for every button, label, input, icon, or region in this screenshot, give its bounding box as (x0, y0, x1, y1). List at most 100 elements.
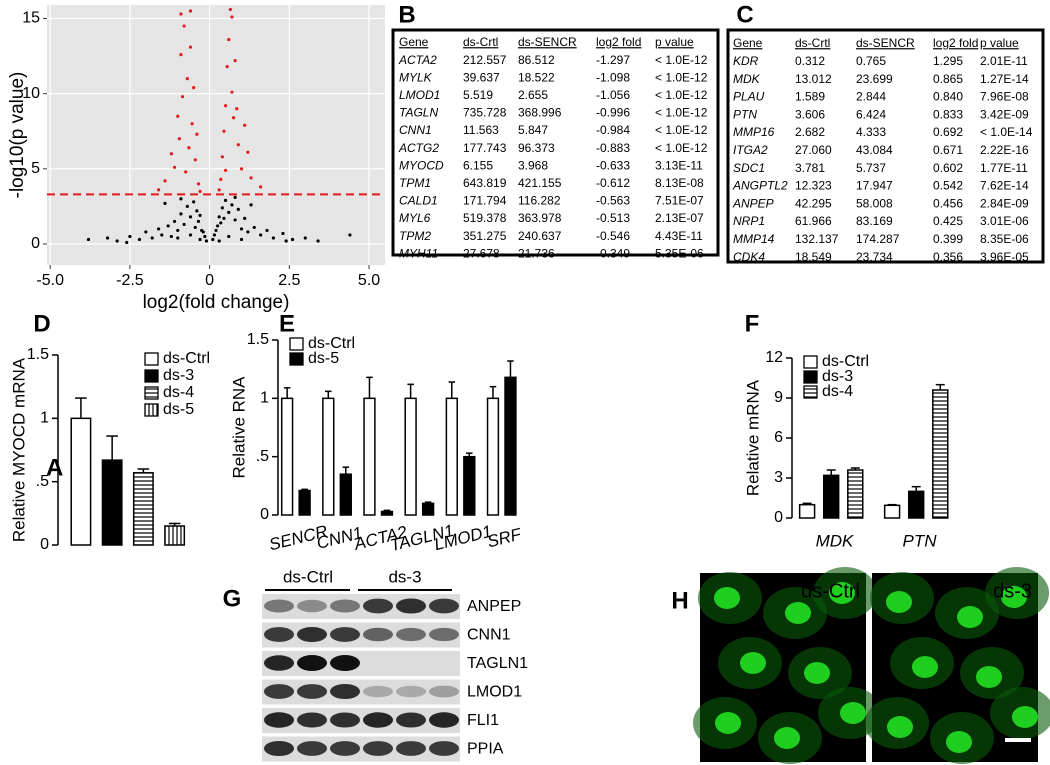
table-cell: 3.606 (795, 107, 825, 121)
blot-band (363, 627, 393, 642)
blot-band (330, 683, 360, 700)
table-frame (726, 28, 1045, 264)
table-cell: < 1.0E-12 (655, 106, 708, 120)
y-axis-title: Relative MYOCD mRNA (9, 357, 28, 542)
table-cell: ANGPTL2 (732, 179, 788, 193)
table-cell: CNN1 (399, 123, 432, 137)
nucleus (946, 731, 972, 753)
table-cell: 18.549 (795, 250, 832, 264)
blot-band (330, 655, 360, 671)
point (169, 234, 173, 239)
table-cell: 12.323 (795, 179, 832, 193)
legend-label: ds-3 (822, 368, 853, 385)
table-cell: 132.137 (795, 232, 839, 246)
point (236, 207, 240, 211)
table-cell: 8.35E-06 (980, 232, 1029, 246)
legend-swatch (289, 337, 304, 351)
point (182, 222, 186, 227)
point (220, 206, 224, 210)
table-cell: 0.602 (933, 161, 963, 175)
point (217, 215, 221, 219)
point (303, 236, 307, 240)
point (160, 233, 164, 237)
table-cell: PTN (733, 107, 757, 121)
table-cell: 421.155 (518, 176, 562, 190)
bar (445, 397, 458, 516)
nucleus (912, 656, 938, 678)
y-tick-label: 1.5 (247, 331, 269, 348)
point (169, 152, 173, 156)
table-cell: 5.737 (856, 161, 886, 175)
table-cell: 0.671 (933, 143, 963, 157)
point (128, 234, 132, 239)
table-cell: 5.519 (463, 88, 493, 102)
table-cell: 643.819 (463, 176, 507, 190)
point (137, 237, 142, 242)
x-tick-label: PTN (903, 531, 938, 550)
table-cell: -0.883 (596, 141, 630, 155)
point (222, 216, 226, 221)
point (348, 233, 352, 237)
table-cell: 177.743 (463, 141, 507, 155)
x-tick-label: -5.0 (36, 272, 64, 289)
point (230, 15, 234, 19)
table-cell: 116.282 (518, 194, 561, 208)
table-cell: -0.513 (596, 211, 630, 225)
blot-band (429, 598, 459, 614)
table-cell: MDK (733, 72, 761, 86)
table-cell: -0.563 (596, 194, 630, 208)
table-cell: 4.43E-11 (655, 229, 703, 243)
table-cell: 0.425 (933, 214, 963, 228)
table-cell: MYL6 (399, 211, 431, 225)
point (157, 227, 161, 231)
y-tick-label: 1.5 (27, 346, 49, 363)
table-cell: MYOCD (399, 158, 444, 172)
table-cell: SDC1 (733, 161, 765, 175)
point (195, 132, 199, 136)
panel-letter: G (223, 585, 242, 612)
point (219, 221, 223, 225)
table-cell: MYH11 (399, 246, 438, 260)
point (203, 234, 207, 239)
y-tick-label: 10 (22, 85, 40, 102)
bar (132, 472, 154, 546)
x-tick-label: SRF (485, 524, 524, 551)
point (230, 90, 234, 94)
table-cell: 3.42E-09 (980, 107, 1029, 121)
table-cell: ITGA2 (733, 143, 768, 157)
legend-swatch (144, 386, 159, 400)
table-cell: 5.35E-06 (655, 246, 704, 260)
blot-strip (262, 622, 460, 648)
scale-bar (1005, 738, 1031, 742)
table-cell: 2.682 (795, 125, 825, 139)
point (214, 228, 218, 233)
point (182, 24, 186, 28)
y-tick-label: 1 (260, 390, 269, 407)
point (227, 210, 231, 214)
point (195, 209, 199, 213)
panel-letter: F (745, 310, 760, 337)
blot-band (363, 598, 393, 614)
blot-band (330, 712, 360, 728)
legend-label: ds-5 (308, 350, 339, 367)
legend-swatch (144, 369, 159, 383)
table-cell: NRP1 (733, 214, 765, 228)
point (188, 233, 193, 237)
legend-swatch (289, 352, 304, 366)
blot-strip (262, 651, 460, 676)
table-cell: 7.51E-07 (655, 194, 704, 208)
table-header: Gene (399, 35, 429, 49)
table-cell: < 1.0E-12 (655, 53, 708, 67)
point (176, 236, 180, 240)
plot-background (47, 5, 385, 265)
point (198, 189, 202, 193)
annotation: A (46, 454, 63, 481)
point (227, 234, 231, 239)
point (190, 122, 194, 126)
table-cell: 3.01E-06 (980, 214, 1029, 228)
table-cell: TPM2 (399, 229, 431, 243)
table-cell: 1.589 (795, 90, 825, 104)
point (220, 155, 224, 159)
point (196, 182, 201, 186)
table-cell: 171.794 (463, 194, 507, 208)
